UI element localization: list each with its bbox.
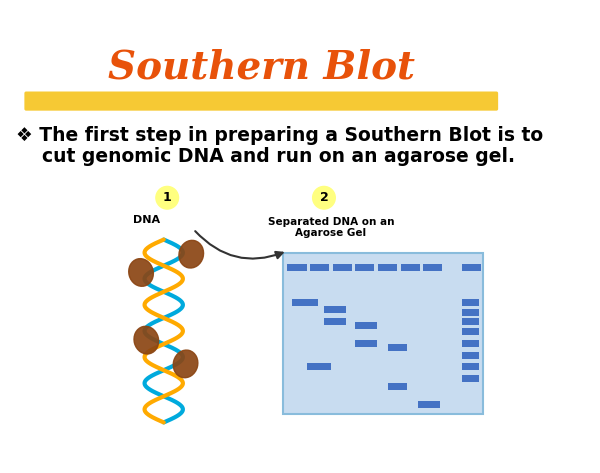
Bar [461,340,479,347]
FancyBboxPatch shape [25,91,498,111]
Ellipse shape [129,259,154,286]
Text: 1: 1 [163,191,172,204]
Bar [461,309,479,316]
Ellipse shape [134,326,158,354]
Text: cut genomic DNA and run on an agarose gel.: cut genomic DNA and run on an agarose ge… [16,147,515,166]
Text: Southern Blot: Southern Blot [108,48,415,86]
Bar [461,363,479,370]
Text: 2: 2 [320,191,328,204]
Bar [388,383,407,390]
Text: DNA: DNA [133,215,160,226]
Bar [461,352,479,359]
Bar [355,340,377,347]
Bar [310,264,329,271]
Bar [401,264,420,271]
Bar [287,264,307,271]
Ellipse shape [173,350,198,378]
Bar [307,363,331,370]
Bar [332,264,352,271]
Bar [355,322,377,329]
Text: Separated DNA on an: Separated DNA on an [268,217,394,227]
Text: Agarose Gel: Agarose Gel [295,228,367,238]
Bar [461,299,479,306]
Bar [378,264,397,271]
Bar [324,318,346,325]
Bar [355,264,374,271]
Ellipse shape [179,240,203,268]
Bar [388,344,407,351]
Bar [461,376,479,382]
Bar [461,328,479,335]
Circle shape [156,186,179,209]
Bar [423,264,442,271]
Bar [461,318,479,325]
Bar [292,299,318,306]
Bar [324,306,346,313]
Bar [461,264,481,271]
Bar [418,401,440,408]
Circle shape [313,186,335,209]
Bar [283,253,484,414]
Text: ❖ The first step in preparing a Southern Blot is to: ❖ The first step in preparing a Southern… [16,125,543,145]
